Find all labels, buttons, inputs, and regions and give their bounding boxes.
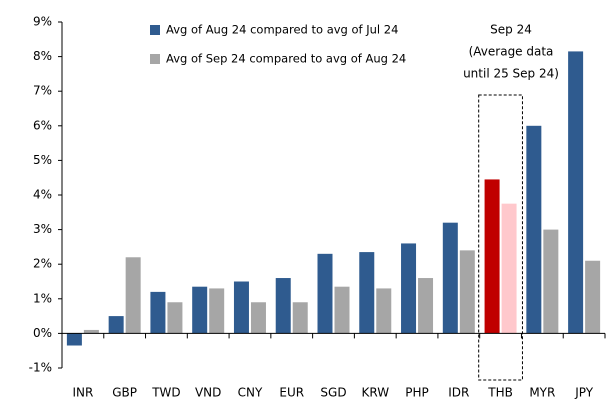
bar: [192, 286, 208, 334]
y-tick-label: 8%: [33, 49, 52, 63]
y-tick-label: 0%: [33, 326, 52, 340]
bar: [275, 278, 291, 334]
y-tick-label: 9%: [33, 15, 52, 29]
x-tick-label: JPY: [574, 386, 594, 400]
x-tick-label: GBP: [112, 386, 137, 400]
legend-label: Avg of Sep 24 compared to avg of Aug 24: [166, 52, 406, 66]
bar: [484, 179, 500, 334]
y-tick-label: 2%: [33, 257, 52, 271]
bar: [292, 302, 308, 334]
x-tick-label: THB: [487, 386, 513, 400]
bar: [334, 286, 350, 334]
bar: [526, 125, 542, 334]
bar: [108, 316, 124, 334]
bar: [359, 252, 375, 334]
bar: [459, 250, 475, 334]
bar: [150, 291, 166, 334]
annotation: until 25 Sep 24): [463, 67, 559, 81]
bar: [543, 229, 559, 334]
bar: [376, 288, 392, 334]
y-tick-label: 3%: [33, 222, 52, 236]
bar: [442, 222, 458, 334]
x-tick-label: VND: [195, 386, 221, 400]
bar: [209, 288, 225, 334]
x-tick-label: IDR: [448, 386, 469, 400]
legend-label: Avg of Aug 24 compared to avg of Jul 24: [166, 23, 398, 37]
y-tick-label: 6%: [33, 118, 52, 132]
x-tick-label: KRW: [361, 386, 389, 400]
bar: [501, 203, 517, 334]
x-tick-label: TWD: [151, 386, 180, 400]
bar: [418, 278, 434, 334]
annotation: (Average data: [469, 45, 554, 59]
annotation: Sep 24: [490, 23, 532, 37]
y-tick-label: 5%: [33, 153, 52, 167]
bar: [167, 302, 183, 334]
bar: [401, 243, 417, 334]
bar: [83, 329, 99, 334]
y-tick-label: -1%: [29, 361, 52, 375]
x-tick-label: CNY: [238, 386, 263, 400]
bar: [317, 253, 333, 334]
highlight-box: [478, 94, 523, 381]
x-tick-label: PHP: [405, 386, 429, 400]
y-tick-label: 7%: [33, 84, 52, 98]
y-tick-label: 4%: [33, 188, 52, 202]
x-tick-label: EUR: [279, 386, 304, 400]
bar: [66, 333, 82, 346]
bar: [250, 302, 266, 334]
y-tick-label: 1%: [33, 291, 52, 305]
legend-swatch: [150, 54, 160, 64]
x-tick-label: INR: [72, 386, 93, 400]
bar: [233, 281, 249, 334]
bar: [568, 51, 584, 334]
legend-swatch: [150, 25, 160, 35]
bar: [125, 257, 141, 334]
x-tick-label: SGD: [320, 386, 346, 400]
x-tick-label: MYR: [529, 386, 555, 400]
bar: [585, 260, 601, 334]
